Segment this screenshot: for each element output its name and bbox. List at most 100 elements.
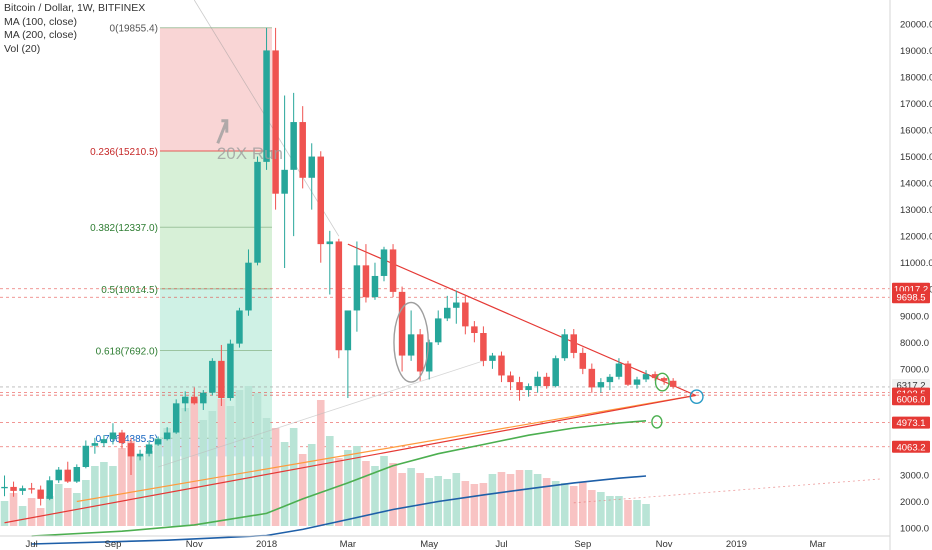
candle-body	[561, 334, 568, 359]
candle-body	[543, 376, 550, 387]
volume-bar	[515, 470, 524, 526]
candle-body	[615, 363, 623, 377]
candle-body	[552, 358, 559, 387]
time-tick-label: Sep	[104, 539, 121, 550]
price-badge-label: 6006.0	[896, 395, 925, 406]
volume-bar	[588, 490, 596, 526]
candle-body	[444, 307, 451, 319]
candle-body	[91, 443, 99, 446]
candle-body	[624, 363, 632, 385]
indicator-volume[interactable]: Vol (20)	[4, 42, 41, 55]
time-axis[interactable]: Jul Sep Nov 2018 Mar May Jul Sep Nov 2019 Mar	[0, 535, 890, 550]
price-tick-label: 3000.0	[900, 470, 929, 481]
price-badge-label: 6317.2	[896, 380, 925, 391]
candle-body	[660, 378, 668, 381]
candle-body	[263, 50, 270, 162]
candle-body	[109, 432, 117, 440]
volume-bar	[172, 432, 180, 526]
candle-body	[19, 488, 26, 491]
candle-body	[579, 352, 587, 369]
price-axis[interactable]: 1000.02000.03000.04000.05000.06000.07000…	[889, 0, 932, 550]
highlight-ellipse	[393, 301, 429, 383]
volume-bar	[569, 486, 578, 526]
candle-body	[82, 445, 90, 468]
candle-body	[209, 360, 216, 393]
volume-bar	[226, 406, 235, 526]
volume-bar	[289, 428, 298, 526]
volume-bar	[344, 450, 352, 526]
symbol-title[interactable]: Bitcoin / Dollar, 1W, BITFINEX	[4, 2, 146, 14]
candle-body	[73, 467, 81, 482]
volume-bar	[271, 428, 280, 526]
volume-bar	[154, 438, 162, 526]
time-tick-label: Nov	[186, 539, 203, 550]
indicator-ma200[interactable]: MA (200, close)	[4, 29, 77, 41]
candle-body	[245, 262, 252, 311]
candle-body	[299, 122, 306, 178]
volume-bar	[63, 488, 72, 526]
volume-bar	[578, 482, 587, 526]
price-tick-label: 19000.0	[900, 46, 932, 57]
volume-bar	[389, 463, 397, 526]
volume-bar	[425, 478, 433, 526]
price-tick-label: 16000.0	[900, 126, 932, 137]
candle-body	[434, 318, 442, 343]
volume-bar	[479, 483, 488, 526]
volume-bar	[371, 466, 379, 526]
volume-bar	[606, 496, 614, 526]
volume-bar	[362, 461, 370, 526]
time-tick-label: Mar	[340, 539, 356, 550]
candle-body	[281, 169, 288, 194]
fib-level-label: 0.236(15210.5)	[90, 147, 158, 158]
volume-bar	[145, 451, 153, 526]
candle-body	[200, 392, 207, 404]
candle-body	[353, 265, 361, 311]
volume-bar	[27, 498, 36, 526]
candle-body	[272, 50, 279, 194]
fib-level-label: 0.786(4385.5)	[96, 434, 158, 445]
volume-bar	[298, 454, 307, 526]
candle-body	[1, 486, 8, 489]
volume-bar	[335, 458, 343, 526]
volume-bar	[217, 399, 226, 526]
candle-body	[570, 334, 578, 353]
volume-bar	[244, 386, 253, 526]
candle-body	[462, 302, 469, 327]
annotations: 20X Run	[216, 119, 704, 429]
price-tick-label: 17000.0	[900, 99, 932, 110]
volume-bar	[560, 483, 569, 526]
time-tick-label: 2019	[726, 539, 747, 550]
volume-bar	[524, 470, 533, 526]
indicator-ma100[interactable]: MA (100, close)	[4, 15, 77, 28]
candle-body	[10, 486, 17, 491]
candle-body	[227, 343, 234, 399]
volume-bar	[253, 393, 262, 526]
volume-bar	[416, 473, 424, 526]
candle-body	[516, 382, 523, 391]
price-tick-label: 9000.0	[900, 311, 929, 322]
candle-body	[371, 275, 379, 298]
candle-body	[236, 310, 243, 344]
volume-bar	[461, 481, 470, 526]
time-tick-label: May	[420, 539, 438, 550]
ascending-support-orange	[76, 394, 696, 503]
candle-body	[181, 396, 189, 404]
candle-body	[136, 453, 144, 457]
time-tick-label: Mar	[810, 539, 826, 550]
candle-body	[398, 291, 406, 356]
volume-bar	[642, 504, 650, 526]
volume-bar	[398, 473, 406, 526]
volume-bar	[380, 456, 388, 526]
volume-bar	[307, 444, 316, 526]
price-badge	[892, 393, 930, 406]
candle-body	[55, 469, 62, 481]
highlight-ellipse	[654, 372, 670, 392]
candles	[1, 27, 677, 506]
volume-bar	[118, 448, 126, 526]
volume-bar	[280, 442, 289, 526]
price-tick-label: 13000.0	[900, 205, 932, 216]
volume-bar	[262, 418, 271, 526]
volume-bar	[190, 399, 199, 526]
fib-zone	[159, 150, 272, 228]
candle-body	[362, 265, 370, 298]
